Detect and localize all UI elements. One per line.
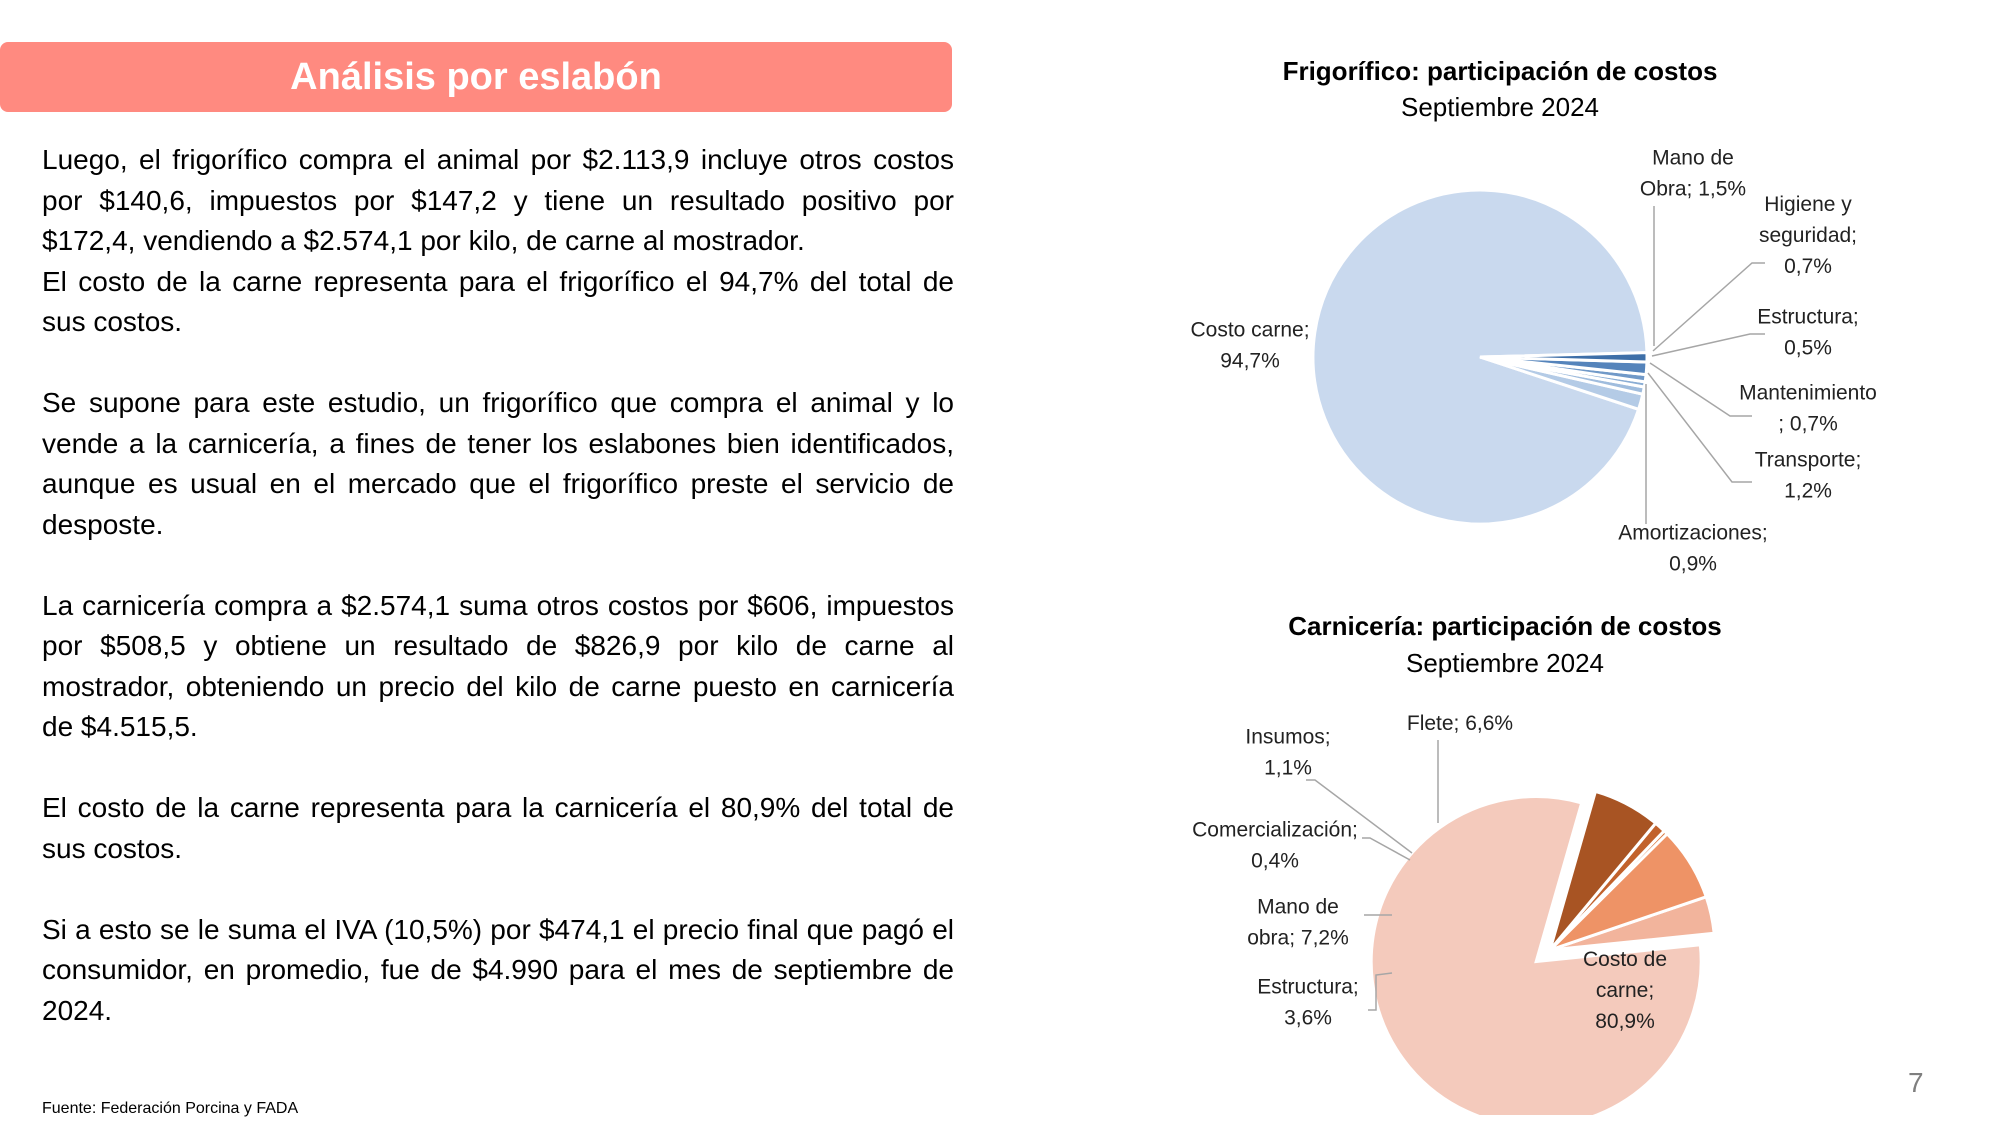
data-label-amortizaciones: Amortizaciones; 0,9% <box>1618 522 1767 576</box>
paragraph-carniceria-share: El costo de la carne representa para la … <box>42 792 954 864</box>
frigorifico-pie-svg: Frigorífico: participación de costos Sept… <box>1190 56 1877 576</box>
data-label-mantenimiento: Mantenimiento; 0,7% <box>1739 382 1877 436</box>
data-label-comercializacion: Comercialización; 0,4% <box>1192 819 1358 873</box>
data-label-transporte: Transporte; 1,2% <box>1755 449 1862 503</box>
leader-line-estructura <box>1368 972 1393 1011</box>
leader-line-mantenimiento <box>1649 362 1752 417</box>
data-label-costo-de-carne: Costo de carne; 80,9% <box>1583 948 1667 1033</box>
data-label-insumos: Insumos; 1,1% <box>1245 726 1330 780</box>
frigorifico-pie-chart: Frigorífico: participación de costos Sept… <box>1140 50 2000 590</box>
chart-title: Carnicería: participación de costos <box>1288 611 1721 641</box>
leader-line-estructura <box>1651 333 1765 357</box>
source-note: Fuente: Federación Porcina y FADA <box>42 1100 299 1117</box>
chart-subtitle: Septiembre 2024 <box>1401 92 1599 122</box>
data-label-estructura: Estructura; 3,6% <box>1257 976 1359 1030</box>
pie-slice-flete <box>1548 789 1658 951</box>
chart-title: Frigorífico: participación de costos <box>1283 56 1718 86</box>
section-banner: Análisis por eslabón <box>0 42 952 112</box>
data-label-mano-de-obra: Mano de obra; 7,2% <box>1247 896 1349 950</box>
body-text: Luego, el frigorífico compra el animal p… <box>42 140 954 1072</box>
data-label-costo-carne: Costo carne; 94,7% <box>1190 319 1309 373</box>
carniceria-pie-svg: Carnicería: participación de costos Septi… <box>1192 611 1722 1115</box>
leader-line-higiene-y-seguridad <box>1652 262 1765 352</box>
pie-slice-amortizaciones <box>1479 351 1649 364</box>
paragraph-assumption: Se supone para este estudio, un frigoríf… <box>42 387 954 540</box>
paragraph-final-price: Si a esto se le suma el IVA (10,5%) por … <box>42 913 954 1026</box>
chart-subtitle: Septiembre 2024 <box>1406 648 1604 678</box>
data-label-mano-de-obra: Mano de Obra; 1,5% <box>1640 147 1746 201</box>
page-title: Análisis por eslabón <box>290 55 662 98</box>
carniceria-pie-chart: Carnicería: participación de costos Septi… <box>1140 610 2000 1115</box>
pie-slice-costo-de-carne <box>1369 795 1703 1115</box>
data-label-flete: Flete; 6,6% <box>1407 712 1513 735</box>
leader-line-transporte <box>1647 372 1752 483</box>
leader-line-insumos <box>1306 779 1413 854</box>
data-label-estructura: Estructura; 0,5% <box>1757 306 1859 360</box>
data-label-higiene-y-seguridad: Higiene y seguridad; 0,7% <box>1759 193 1857 278</box>
leader-line-comercializacion <box>1362 837 1411 861</box>
page-number: 7 <box>1908 1067 1924 1098</box>
paragraph-carniceria-costs: La carnicería compra a $2.574,1 suma otr… <box>42 589 954 743</box>
paragraph-frigorifico-share: El costo de la carne representa para el … <box>42 265 954 338</box>
paragraph-frigorifico-costs: Luego, el frigorífico compra el animal p… <box>42 144 954 256</box>
